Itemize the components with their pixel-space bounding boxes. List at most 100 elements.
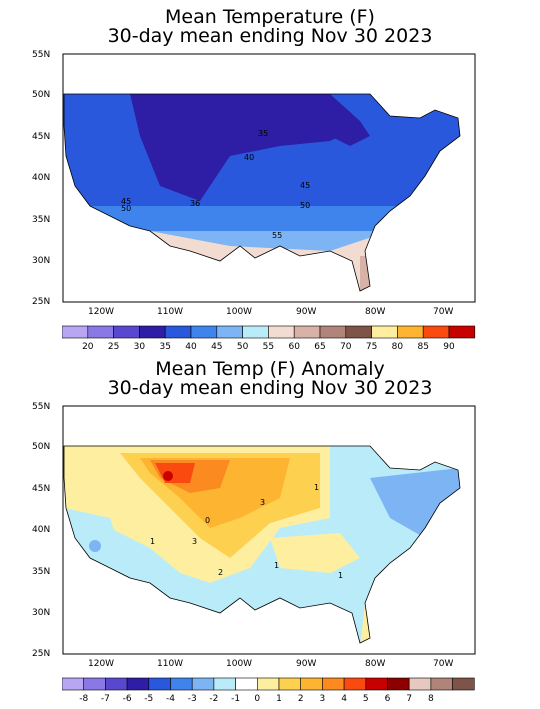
bottom-title-line2: 30-day mean ending Nov 30 2023 bbox=[107, 377, 433, 399]
legend-value: 3 bbox=[320, 694, 326, 704]
legend-value: 4 bbox=[341, 694, 347, 704]
legend-swatch bbox=[371, 325, 398, 339]
legend-value: 50 bbox=[237, 342, 249, 352]
contour-label: 55 bbox=[272, 231, 282, 240]
lon-label: 120W bbox=[88, 659, 114, 669]
lat-label: 35N bbox=[32, 215, 50, 225]
temperature-anomaly-map: 55N 50N 45N 40N 35N 30N 25N 120W 110W 10… bbox=[30, 398, 490, 673]
bottom-lat-labels: 55N 50N 45N 40N 35N 30N 25N bbox=[32, 402, 50, 659]
lon-label: 110W bbox=[157, 307, 183, 317]
legend-value: 80 bbox=[392, 342, 404, 352]
legend-swatch bbox=[164, 325, 192, 339]
legend-value: 40 bbox=[185, 342, 197, 352]
legend-swatch bbox=[268, 325, 295, 339]
legend-value: 55 bbox=[263, 342, 274, 352]
contour-label: 36 bbox=[190, 199, 200, 208]
legend-value: 35 bbox=[159, 342, 170, 352]
lon-label: 100W bbox=[226, 659, 252, 669]
legend-swatch bbox=[343, 677, 367, 691]
lon-label: 90W bbox=[296, 659, 316, 669]
top-lat-labels: 55N 50N 45N 40N 35N 30N 25N bbox=[32, 50, 50, 307]
legend-swatch bbox=[190, 325, 218, 339]
legend-swatch bbox=[105, 677, 128, 691]
lat-label: 25N bbox=[32, 297, 50, 307]
legend-swatch bbox=[113, 325, 140, 339]
legend-swatch bbox=[235, 677, 258, 691]
legend-value: -2 bbox=[209, 694, 218, 704]
lon-label: 110W bbox=[157, 659, 183, 669]
legend-swatch bbox=[191, 677, 215, 691]
legend-value: 2 bbox=[298, 694, 304, 704]
contour-label: 35 bbox=[258, 129, 268, 138]
legend-value: 30 bbox=[134, 342, 146, 352]
legend-swatch bbox=[62, 677, 85, 691]
legend-swatch bbox=[83, 677, 106, 691]
legend-swatch bbox=[257, 677, 280, 691]
legend-swatch bbox=[62, 325, 89, 339]
legend-value: -5 bbox=[144, 694, 153, 704]
lon-label: 120W bbox=[88, 307, 114, 317]
contour-label: 40 bbox=[244, 153, 254, 162]
legend-swatch bbox=[139, 325, 166, 339]
legend-value: 75 bbox=[366, 342, 377, 352]
legend-swatch bbox=[278, 677, 302, 691]
legend-swatch bbox=[242, 325, 269, 339]
mean-temperature-map: 55N 50N 45N 40N 35N 30N 25N 120W 110W 10… bbox=[30, 46, 490, 321]
lat-label: 30N bbox=[32, 608, 50, 618]
lat-label: 30N bbox=[32, 256, 50, 266]
legend-swatch bbox=[216, 325, 243, 339]
legend-value: -3 bbox=[188, 694, 197, 704]
legend-swatch bbox=[345, 325, 372, 339]
contour-label: 1 bbox=[338, 571, 343, 580]
legend-swatch bbox=[430, 677, 453, 691]
top-lon-labels: 120W 110W 100W 90W 80W 70W bbox=[88, 307, 453, 317]
legend-swatch bbox=[126, 677, 150, 691]
contour-label: 2 bbox=[218, 568, 223, 577]
legend-swatch bbox=[170, 677, 193, 691]
lat-label: 55N bbox=[32, 50, 50, 60]
top-title-line1: Mean Temperature (F) bbox=[165, 6, 375, 28]
lat-label: 45N bbox=[32, 132, 50, 142]
legend-value: 65 bbox=[314, 342, 325, 352]
legend-value: -6 bbox=[123, 694, 132, 704]
lon-label: 80W bbox=[365, 307, 385, 317]
lat-label: 40N bbox=[32, 173, 50, 183]
top-legend: 20 25 30 35 40 45 50 55 60 65 70 75 80 85 90 bbox=[62, 324, 482, 354]
legend-value: 90 bbox=[443, 342, 455, 352]
lon-label: 70W bbox=[433, 307, 453, 317]
bottom-lon-labels: 120W 110W 100W 90W 80W 70W bbox=[88, 659, 453, 669]
legend-value: 0 bbox=[254, 694, 260, 704]
legend-value: 5 bbox=[363, 694, 369, 704]
legend-value: 7 bbox=[406, 694, 412, 704]
lat-label: 25N bbox=[32, 649, 50, 659]
bottom-title-line1: Mean Temp (F) Anomaly bbox=[155, 358, 385, 380]
contour-label: 50 bbox=[300, 201, 310, 210]
legend-value: 60 bbox=[288, 342, 300, 352]
contour-label: 1 bbox=[274, 561, 279, 570]
contour-label: 3 bbox=[192, 537, 197, 546]
contour-label: 45 bbox=[300, 181, 310, 190]
top-title-line2: 30-day mean ending Nov 30 2023 bbox=[107, 25, 433, 47]
contour-label: 1 bbox=[314, 483, 319, 492]
legend-value: -7 bbox=[101, 694, 110, 704]
legend-swatch bbox=[397, 325, 424, 339]
legend-swatch bbox=[213, 677, 236, 691]
lon-label: 70W bbox=[433, 659, 453, 669]
lat-label: 55N bbox=[32, 402, 50, 412]
lat-label: 45N bbox=[32, 484, 50, 494]
legend-swatch bbox=[448, 325, 476, 339]
legend-value: -4 bbox=[166, 694, 175, 704]
legend-value: 20 bbox=[82, 342, 94, 352]
legend-value: 8 bbox=[428, 694, 434, 704]
legend-swatch bbox=[87, 325, 114, 339]
legend-value: -1 bbox=[231, 694, 240, 704]
legend-swatch bbox=[408, 677, 432, 691]
legend-value: 25 bbox=[108, 342, 119, 352]
lat-label: 35N bbox=[32, 567, 50, 577]
legend-swatch bbox=[422, 325, 450, 339]
contour-label: 3 bbox=[260, 498, 265, 507]
legend-swatch bbox=[322, 677, 345, 691]
bottom-legend: -8 -7 -6 -5 -4 -3 -2 -1 0 1 2 3 4 5 6 7 8 bbox=[62, 676, 482, 706]
lon-label: 90W bbox=[296, 307, 316, 317]
contour-label: 50 bbox=[121, 204, 131, 213]
